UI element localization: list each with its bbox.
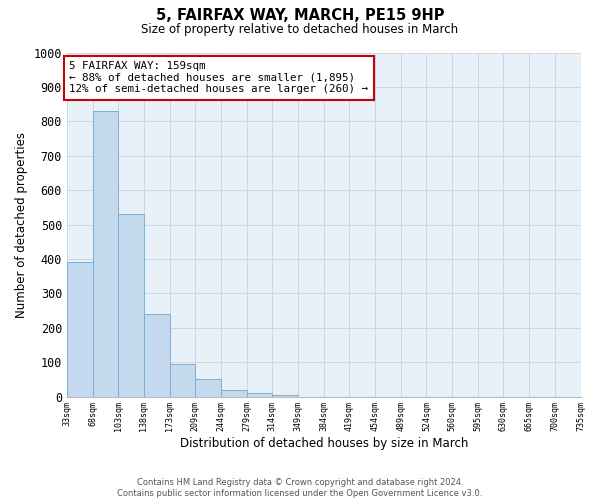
Text: 5, FAIRFAX WAY, MARCH, PE15 9HP: 5, FAIRFAX WAY, MARCH, PE15 9HP [156, 8, 444, 22]
Bar [92, 111, 118, 397]
Bar [221, 390, 247, 396]
Bar [247, 393, 272, 396]
Y-axis label: Number of detached properties: Number of detached properties [15, 132, 28, 318]
Bar [144, 314, 170, 396]
Text: 5 FAIRFAX WAY: 159sqm
← 88% of detached houses are smaller (1,895)
12% of semi-d: 5 FAIRFAX WAY: 159sqm ← 88% of detached … [70, 61, 368, 94]
Text: Size of property relative to detached houses in March: Size of property relative to detached ho… [142, 22, 458, 36]
Bar [67, 262, 92, 396]
Bar [170, 364, 196, 396]
Bar [196, 380, 221, 396]
X-axis label: Distribution of detached houses by size in March: Distribution of detached houses by size … [179, 437, 468, 450]
Bar [272, 395, 298, 396]
Text: Contains HM Land Registry data © Crown copyright and database right 2024.
Contai: Contains HM Land Registry data © Crown c… [118, 478, 482, 498]
Bar [118, 214, 144, 396]
